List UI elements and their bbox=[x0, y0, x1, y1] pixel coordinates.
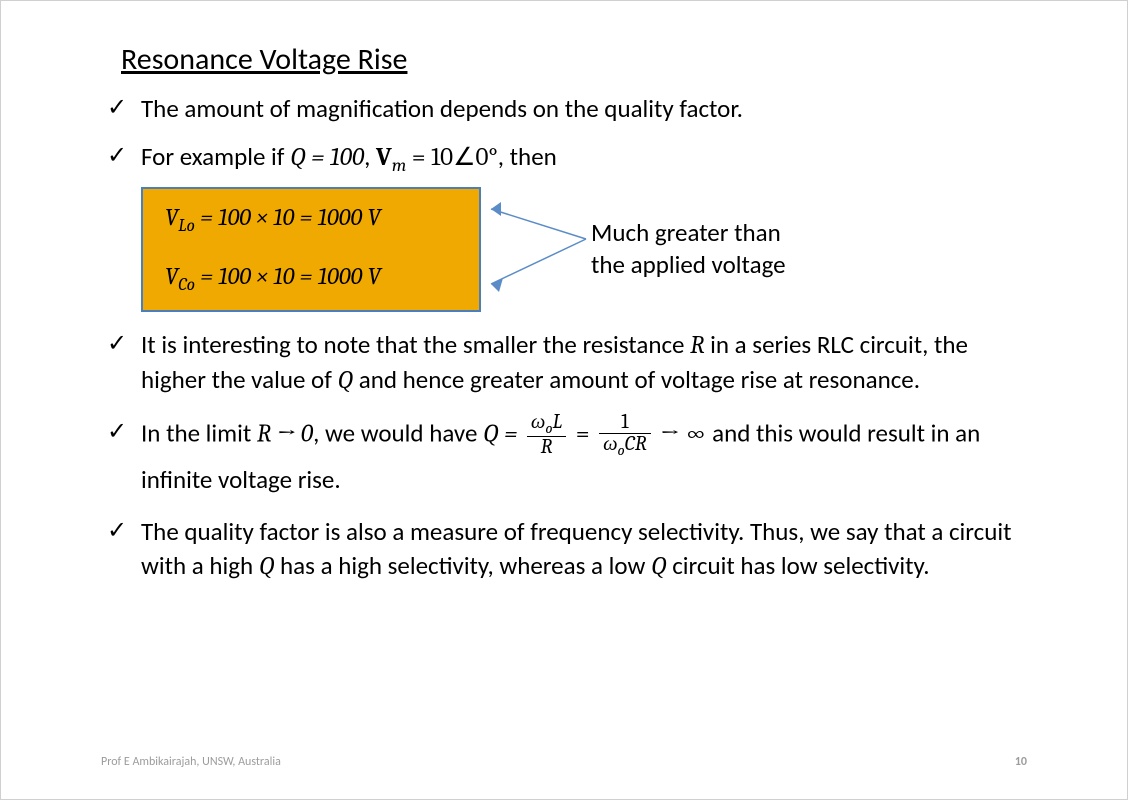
bullet-1-text: The amount of magnification depends on t… bbox=[141, 93, 743, 124]
vco-sub: Co bbox=[178, 275, 195, 295]
b4-mid1: , we would have bbox=[313, 417, 483, 448]
bullet-3: It is interesting to note that the small… bbox=[101, 328, 1027, 398]
b2-pre: For example if bbox=[141, 141, 290, 172]
f2-num: 1 bbox=[599, 412, 651, 435]
b5-post: circuit has low selectivity. bbox=[667, 550, 930, 581]
slide-page: Resonance Voltage Rise The amount of mag… bbox=[0, 0, 1128, 800]
f1-num-L: L bbox=[552, 411, 562, 434]
formula-gap bbox=[165, 236, 457, 262]
b4-eq: = bbox=[570, 419, 595, 448]
bullet-list: The amount of magnification depends on t… bbox=[101, 92, 1027, 584]
vlo-sub: Lo bbox=[178, 215, 195, 235]
b3-R: R bbox=[690, 331, 704, 360]
arrow-svg bbox=[481, 184, 591, 314]
b3-post: and hence greater amount of voltage rise… bbox=[353, 364, 920, 395]
b3-Q: Q bbox=[338, 366, 354, 395]
f1-num-w: ω bbox=[531, 411, 545, 434]
b5-q2: Q bbox=[651, 552, 667, 581]
b2-vm-sub: m bbox=[392, 155, 406, 176]
formula-line-1: VLo = 100 × 10 = 1000 V bbox=[165, 203, 457, 237]
slide-footer: Prof E Ambikairajah, UNSW, Australia 10 bbox=[101, 755, 1027, 769]
b2-mid: , bbox=[364, 141, 376, 172]
bullet-4: In the limit R → 0, we would have Q = ωo… bbox=[101, 412, 1027, 502]
vco-rhs: = 100 × 10 = 1000 V bbox=[195, 262, 381, 290]
vco-sym: V bbox=[165, 262, 178, 290]
footer-author: Prof E Ambikairajah, UNSW, Australia bbox=[101, 755, 281, 769]
annot-l1: Much greater than bbox=[591, 217, 781, 248]
vlo-rhs: = 100 × 10 = 1000 V bbox=[195, 203, 381, 231]
b5-mid: has a high selectivity, whereas a low bbox=[274, 550, 651, 581]
annot-l2: the applied voltage bbox=[591, 249, 786, 280]
bullet-5: The quality factor is also a measure of … bbox=[101, 515, 1027, 584]
b2-q: Q = 100 bbox=[290, 143, 364, 172]
formula-line-2: VCo = 100 × 10 = 1000 V bbox=[165, 262, 457, 296]
fraction-2: 1ωoCR bbox=[599, 412, 651, 459]
page-number: 10 bbox=[1015, 755, 1027, 769]
f2-den-cr: CR bbox=[625, 433, 647, 456]
b4-inf: → ∞ bbox=[655, 419, 707, 448]
fraction-1: ωoLR bbox=[527, 412, 566, 459]
b2-vm-eq: = 10∠0° bbox=[406, 143, 498, 172]
vlo-sym: V bbox=[165, 203, 178, 231]
b4-r0: R → 0 bbox=[257, 419, 313, 448]
b2-post: , then bbox=[498, 141, 557, 172]
bullet-2: For example if Q = 100, Vm = 10∠0°, then… bbox=[101, 140, 1027, 314]
f2-den-sub: o bbox=[618, 442, 625, 459]
annotation-text: Much greater than the applied voltage bbox=[591, 217, 786, 282]
b5-q1: Q bbox=[259, 552, 275, 581]
arrow-connector bbox=[481, 184, 591, 314]
f1-den: R bbox=[527, 437, 566, 459]
formula-box: VLo = 100 × 10 = 1000 V VCo = 100 × 10 =… bbox=[141, 187, 481, 312]
b4-pre: In the limit bbox=[141, 417, 257, 448]
bullet-1: The amount of magnification depends on t… bbox=[101, 92, 1027, 126]
b4-qeq: Q = bbox=[483, 419, 523, 448]
b3-pre: It is interesting to note that the small… bbox=[141, 329, 690, 360]
b2-vm-v: V bbox=[376, 143, 392, 172]
example-row: VLo = 100 × 10 = 1000 V VCo = 100 × 10 =… bbox=[141, 184, 1027, 314]
f2-den-w: ω bbox=[603, 433, 617, 456]
slide-title: Resonance Voltage Rise bbox=[121, 41, 1027, 78]
